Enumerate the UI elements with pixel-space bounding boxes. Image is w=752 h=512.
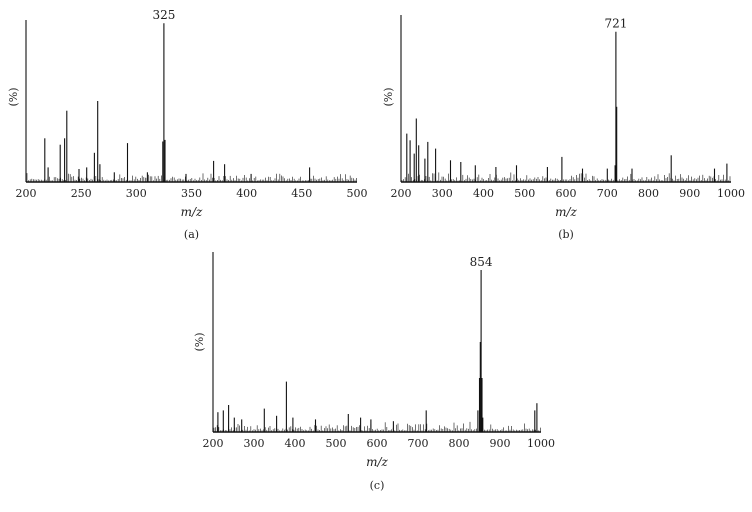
x-tick-label: 800 [638, 187, 659, 200]
x-tick-label: 300 [244, 437, 265, 450]
x-tick-label: 600 [556, 187, 577, 200]
x-axis-label: m/z [555, 205, 577, 219]
x-tick-label: 250 [71, 187, 92, 200]
x-tick-label: 200 [203, 437, 224, 450]
x-tick-label: 1000 [527, 437, 555, 450]
x-tick-label: 500 [326, 437, 347, 450]
panel-label: (a) [184, 228, 199, 241]
x-tick-label: 500 [514, 187, 535, 200]
x-tick-label: 700 [408, 437, 429, 450]
x-tick-label: 900 [679, 187, 700, 200]
noise-floor [401, 172, 731, 182]
panel-label: (b) [558, 228, 574, 241]
x-tick-label: 350 [181, 187, 202, 200]
spectrum-panel-b: 200 300 400 500 600 700 800 900 1000 721 (%) m/z (b) [382, 15, 745, 241]
x-tick-label: 450 [291, 187, 312, 200]
noise-floor [213, 421, 541, 432]
x-tick-label: 400 [236, 187, 257, 200]
spectrum-panel-c: 200 300 400 500 600 700 800 900 1000 854 (%) m/z (c) [193, 252, 555, 492]
peak-annotation: 721 [604, 17, 627, 31]
x-tick-label: 1000 [717, 187, 745, 200]
x-axis-label: m/z [181, 205, 203, 219]
noise-floor [26, 173, 357, 182]
x-tick-label: 700 [597, 187, 618, 200]
y-axis-label: (%) [382, 87, 395, 106]
y-axis-label: (%) [7, 87, 20, 106]
spectrum-panel-a: 200 250 300 350 400 450 500 325 (%) m/z (a) [7, 8, 368, 241]
panel-label: (c) [370, 479, 385, 492]
x-tick-label: 400 [473, 187, 494, 200]
x-axis-label: m/z [366, 455, 388, 469]
x-tick-label: 500 [347, 187, 368, 200]
x-tick-label: 600 [367, 437, 388, 450]
peak-annotation: 325 [152, 8, 175, 22]
x-tick-label: 900 [490, 437, 511, 450]
x-tick-label: 800 [449, 437, 470, 450]
y-axis-label: (%) [193, 332, 206, 351]
x-tick-label: 400 [285, 437, 306, 450]
x-tick-label: 200 [16, 187, 37, 200]
x-tick-label: 300 [432, 187, 453, 200]
peak-annotation: 854 [470, 255, 493, 269]
x-tick-label: 300 [126, 187, 147, 200]
x-tick-label: 200 [391, 187, 412, 200]
